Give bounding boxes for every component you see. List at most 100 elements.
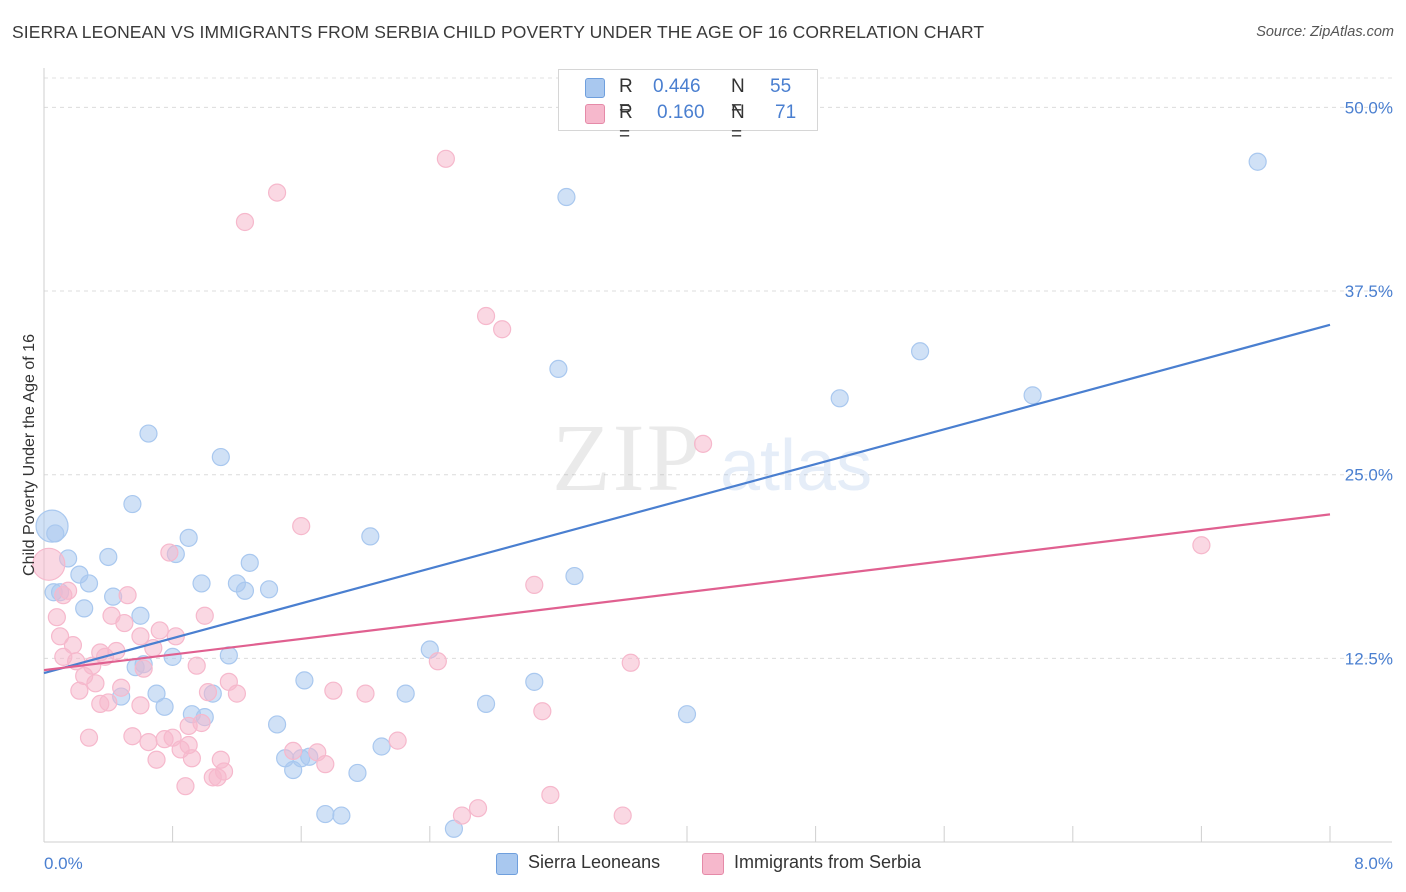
data-point	[163, 647, 182, 666]
legend-r-value: 0.446	[653, 76, 701, 97]
data-point	[295, 671, 314, 690]
data-point	[1023, 386, 1042, 405]
data-point	[160, 543, 179, 562]
data-point	[677, 705, 697, 724]
data-point	[267, 183, 287, 202]
data-point	[147, 750, 166, 769]
watermark-atlas: atlas	[720, 426, 872, 506]
data-point	[1248, 152, 1267, 171]
data-point	[476, 306, 496, 326]
data-point	[211, 447, 230, 467]
bottom-legend-swatch-blue	[496, 853, 518, 875]
data-point	[267, 715, 287, 734]
data-point	[541, 785, 560, 805]
data-point	[192, 574, 211, 593]
data-point	[332, 806, 351, 825]
data-point	[565, 566, 584, 586]
data-point	[123, 494, 142, 514]
y-tick-label: 12.5%	[1345, 649, 1393, 668]
data-point	[910, 342, 930, 361]
watermark: ZIP atlas	[552, 404, 872, 511]
data-point	[139, 732, 158, 752]
data-point	[361, 527, 380, 546]
y-tick-label: 25.0%	[1345, 466, 1393, 485]
trend-line-serbia	[43, 513, 1331, 672]
data-point	[240, 553, 259, 572]
data-point	[192, 713, 211, 733]
series-sierra-leoneans	[35, 152, 1267, 838]
data-point	[613, 806, 632, 825]
axes	[43, 68, 1392, 843]
data-point	[54, 586, 73, 605]
legend: R = 0.446 N = 55 R = 0.160 N = 71	[558, 69, 818, 145]
data-point	[436, 149, 455, 168]
legend-r-value: 0.160	[657, 102, 705, 123]
legend-swatch-pink	[585, 104, 605, 124]
data-point	[195, 606, 214, 625]
data-point	[533, 702, 552, 721]
chart-title: SIERRA LEONEAN VS IMMIGRANTS FROM SERBIA…	[12, 22, 985, 42]
data-point	[525, 672, 544, 691]
data-point	[32, 547, 66, 581]
legend-r-label: R =	[619, 102, 633, 145]
bottom-legend-label: Immigrants from Serbia	[734, 852, 922, 872]
data-point	[99, 547, 118, 567]
data-point	[131, 696, 150, 715]
data-point	[493, 320, 512, 339]
data-point	[468, 799, 488, 818]
data-point	[324, 681, 343, 700]
data-point	[235, 581, 255, 600]
data-point	[316, 755, 335, 774]
legend-n-label: N =	[731, 76, 745, 119]
data-point	[86, 674, 105, 693]
data-point	[131, 606, 150, 625]
data-point	[428, 652, 447, 671]
data-point	[79, 574, 99, 593]
data-point	[198, 683, 218, 702]
y-tick-labels: 12.5% 25.0% 37.5% 50.0%	[1345, 98, 1393, 668]
gridlines	[44, 77, 1392, 659]
data-point	[292, 517, 311, 536]
data-point	[147, 684, 166, 703]
x-tick-label-min: 0.0%	[44, 854, 83, 873]
bottom-legend-swatch-pink	[702, 853, 724, 875]
data-point	[139, 424, 158, 443]
data-point	[693, 434, 713, 453]
data-point	[356, 684, 375, 703]
data-point	[388, 731, 407, 750]
data-point	[50, 627, 70, 646]
bottom-legend-label: Sierra Leoneans	[528, 852, 661, 872]
data-point	[525, 575, 544, 594]
data-point	[179, 735, 198, 755]
data-point	[155, 697, 174, 716]
data-point	[214, 762, 234, 781]
source-label: Source: ZipAtlas.com	[1256, 24, 1394, 40]
data-point	[476, 694, 496, 713]
data-point	[91, 694, 110, 713]
series-serbia	[32, 149, 1211, 825]
data-point	[830, 389, 849, 408]
data-point	[123, 727, 142, 746]
data-point	[235, 212, 255, 232]
data-points	[32, 149, 1267, 838]
data-point	[444, 819, 464, 838]
data-point	[118, 586, 137, 605]
data-point	[75, 599, 94, 618]
data-point	[176, 777, 195, 796]
data-point	[79, 728, 99, 747]
data-point	[348, 763, 367, 783]
data-point	[316, 804, 335, 824]
data-point	[150, 621, 169, 640]
watermark-zip: ZIP	[552, 404, 702, 511]
data-point	[47, 608, 66, 627]
data-point	[115, 613, 134, 633]
data-point	[131, 627, 150, 646]
data-point	[549, 359, 568, 379]
x-tick-label-max: 8.0%	[1354, 854, 1393, 873]
data-point	[396, 684, 415, 703]
trend-lines	[43, 323, 1331, 675]
data-point	[112, 678, 131, 697]
y-tick-label: 37.5%	[1345, 282, 1393, 301]
data-point	[46, 524, 65, 543]
